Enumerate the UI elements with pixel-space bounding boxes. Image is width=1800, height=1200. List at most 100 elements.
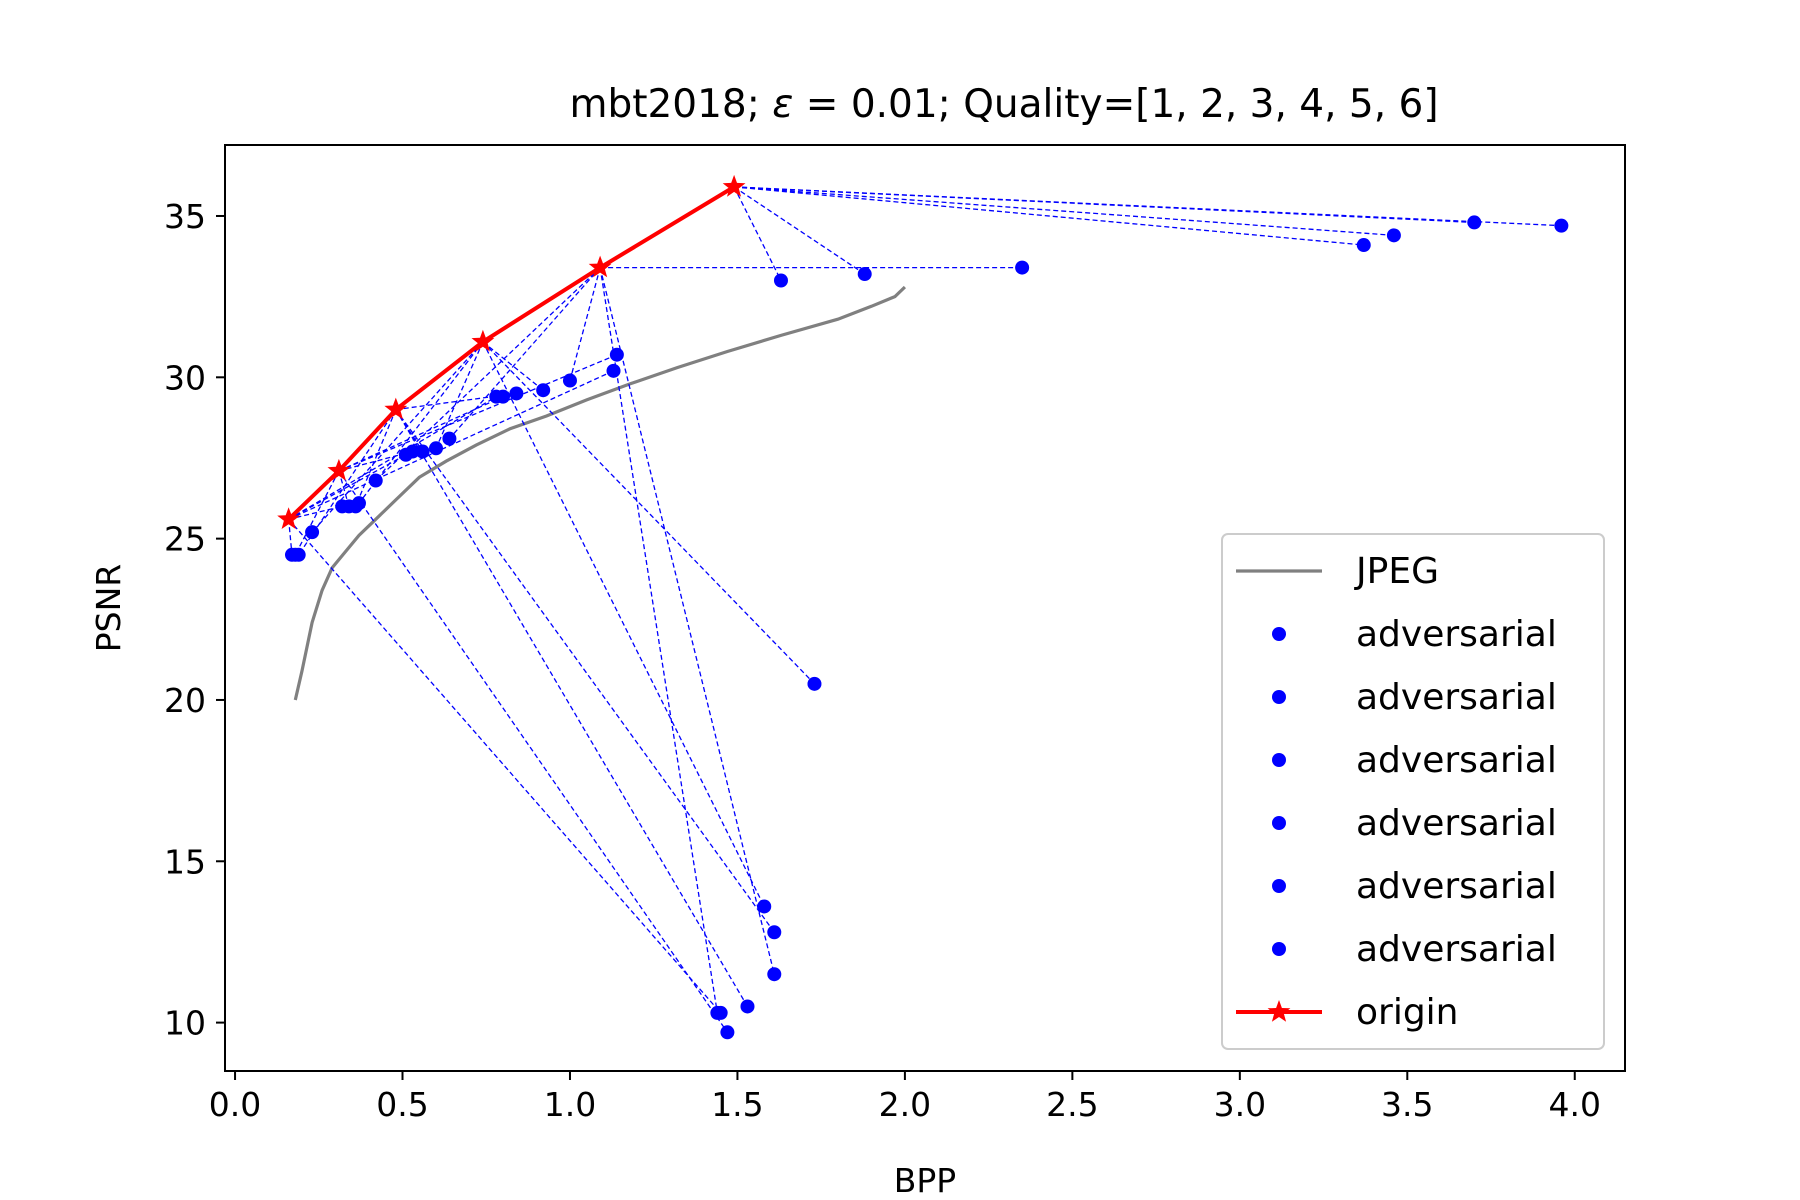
legend: JPEG adversarial adversarial adversarial adv… xyxy=(1221,533,1605,1050)
adversarial-point xyxy=(1386,228,1401,243)
adversarial-point xyxy=(609,347,624,362)
adversarial-connector-line xyxy=(733,186,782,281)
legend-adversarial-swatch xyxy=(1272,690,1286,704)
x-tick-label: 0.0 xyxy=(209,1085,261,1124)
adversarial-connector-line xyxy=(734,186,1394,236)
origin-point xyxy=(471,329,495,352)
adversarial-connector-line xyxy=(288,396,497,520)
legend-label: JPEG xyxy=(1354,551,1439,592)
y-axis-label: PSNR xyxy=(89,564,128,652)
adversarial-point xyxy=(767,925,782,940)
adversarial-point xyxy=(1554,218,1569,233)
adversarial-point xyxy=(291,547,306,562)
legend-label: adversarial xyxy=(1356,614,1557,655)
adversarial-point xyxy=(536,383,551,398)
origin-point xyxy=(277,507,300,529)
adversarial-point xyxy=(857,267,872,282)
adversarial-connector-line xyxy=(733,186,866,275)
adversarial-point xyxy=(807,676,822,691)
legend-label: adversarial xyxy=(1356,740,1557,781)
x-tick-label: 4.0 xyxy=(1549,1085,1601,1124)
adversarial-point xyxy=(1467,215,1482,230)
adversarial-connector-line xyxy=(294,470,340,556)
x-tick-label: 1.0 xyxy=(544,1085,596,1124)
y-tick-label: 10 xyxy=(164,1004,206,1043)
legend-label: adversarial xyxy=(1356,929,1557,970)
y-tick-label: 25 xyxy=(164,520,206,559)
legend-adversarial-swatch xyxy=(1272,627,1286,641)
adversarial-point xyxy=(415,444,430,459)
adversarial-point xyxy=(740,999,755,1014)
adversarial-point xyxy=(305,525,320,540)
adversarial-point xyxy=(1356,238,1371,253)
adversarial-connector-line xyxy=(569,267,601,381)
x-tick-label: 3.5 xyxy=(1381,1085,1433,1124)
adversarial-point xyxy=(351,496,366,511)
adversarial-connector-line xyxy=(448,267,601,440)
title-epsilon: ε xyxy=(772,82,793,127)
adversarial-connector-line xyxy=(395,409,749,1007)
origin-point xyxy=(327,458,351,481)
origin-series-line xyxy=(287,185,736,521)
adversarial-connector-line xyxy=(395,409,775,933)
adversarial-point xyxy=(1015,260,1030,275)
adversarial-connector-line xyxy=(599,267,775,975)
title-suffix: = 0.01; Quality=[1, 2, 3, 4, 5, 6] xyxy=(793,82,1438,127)
legend-label: adversarial xyxy=(1356,677,1557,718)
adversarial-connector-line xyxy=(338,450,413,472)
adversarial-connector-line xyxy=(355,409,397,507)
adversarial-connector-line xyxy=(435,341,484,449)
legend-adversarial-swatch xyxy=(1272,942,1286,956)
adversarial-connector-line xyxy=(338,470,350,507)
adversarial-point xyxy=(606,363,621,378)
title-prefix: mbt2018; xyxy=(569,82,772,127)
adversarial-connector-line xyxy=(599,267,718,1014)
x-tick-label: 2.5 xyxy=(1046,1085,1098,1124)
adversarial-point xyxy=(767,967,782,982)
adversarial-connector-line xyxy=(734,186,1562,227)
x-tick-label: 1.5 xyxy=(711,1085,763,1124)
adversarial-connector-line xyxy=(287,519,293,555)
adversarial-point xyxy=(429,441,444,456)
x-axis-label: BPP xyxy=(894,1161,956,1200)
adversarial-connector-line xyxy=(482,341,544,391)
adversarial-connector-line xyxy=(338,396,504,472)
adversarial-point xyxy=(495,389,510,404)
y-tick-label: 30 xyxy=(164,358,206,397)
x-tick-label: 0.5 xyxy=(376,1085,428,1124)
adversarial-connector-line xyxy=(311,341,484,533)
legend-label: adversarial xyxy=(1356,803,1557,844)
adversarial-point xyxy=(773,273,788,288)
y-tick-label: 20 xyxy=(164,681,206,720)
chart-title: mbt2018; ε = 0.01; Quality=[1, 2, 3, 4, … xyxy=(569,82,1438,127)
legend-label: origin xyxy=(1356,992,1459,1033)
y-axis: 10 15 20 25 30 35 xyxy=(164,197,225,1043)
adversarial-point xyxy=(757,899,772,914)
adversarial-connector-line xyxy=(734,186,1364,246)
jpeg-series-line xyxy=(293,285,907,701)
adversarial-connector-line xyxy=(482,341,815,685)
legend-label: adversarial xyxy=(1356,866,1557,907)
x-axis: 0.0 0.5 1.0 1.5 2.0 2.5 3.0 3.5 4.0 xyxy=(209,1071,1601,1124)
y-tick-label: 35 xyxy=(164,197,206,236)
legend-origin-swatch-star xyxy=(1267,1000,1291,1022)
x-tick-label: 2.0 xyxy=(879,1085,931,1124)
legend-adversarial-swatch xyxy=(1272,879,1286,893)
adversarial-connector-line xyxy=(288,454,407,520)
adversarial-point xyxy=(442,431,457,446)
adversarial-point xyxy=(405,444,420,459)
legend-adversarial-swatch xyxy=(1272,816,1286,830)
adversarial-point xyxy=(720,1025,735,1040)
adversarial-point xyxy=(368,473,383,488)
x-tick-label: 3.0 xyxy=(1214,1085,1266,1124)
legend-adversarial-swatch xyxy=(1272,753,1286,767)
origin-point xyxy=(722,174,746,197)
adversarial-connector-line xyxy=(338,470,728,1033)
y-tick-label: 15 xyxy=(164,842,206,881)
adversarial-point xyxy=(509,386,524,401)
adversarial-point xyxy=(713,1005,728,1020)
origin-point xyxy=(588,255,612,278)
origin-point xyxy=(384,397,408,420)
legend-box xyxy=(1221,533,1605,1050)
